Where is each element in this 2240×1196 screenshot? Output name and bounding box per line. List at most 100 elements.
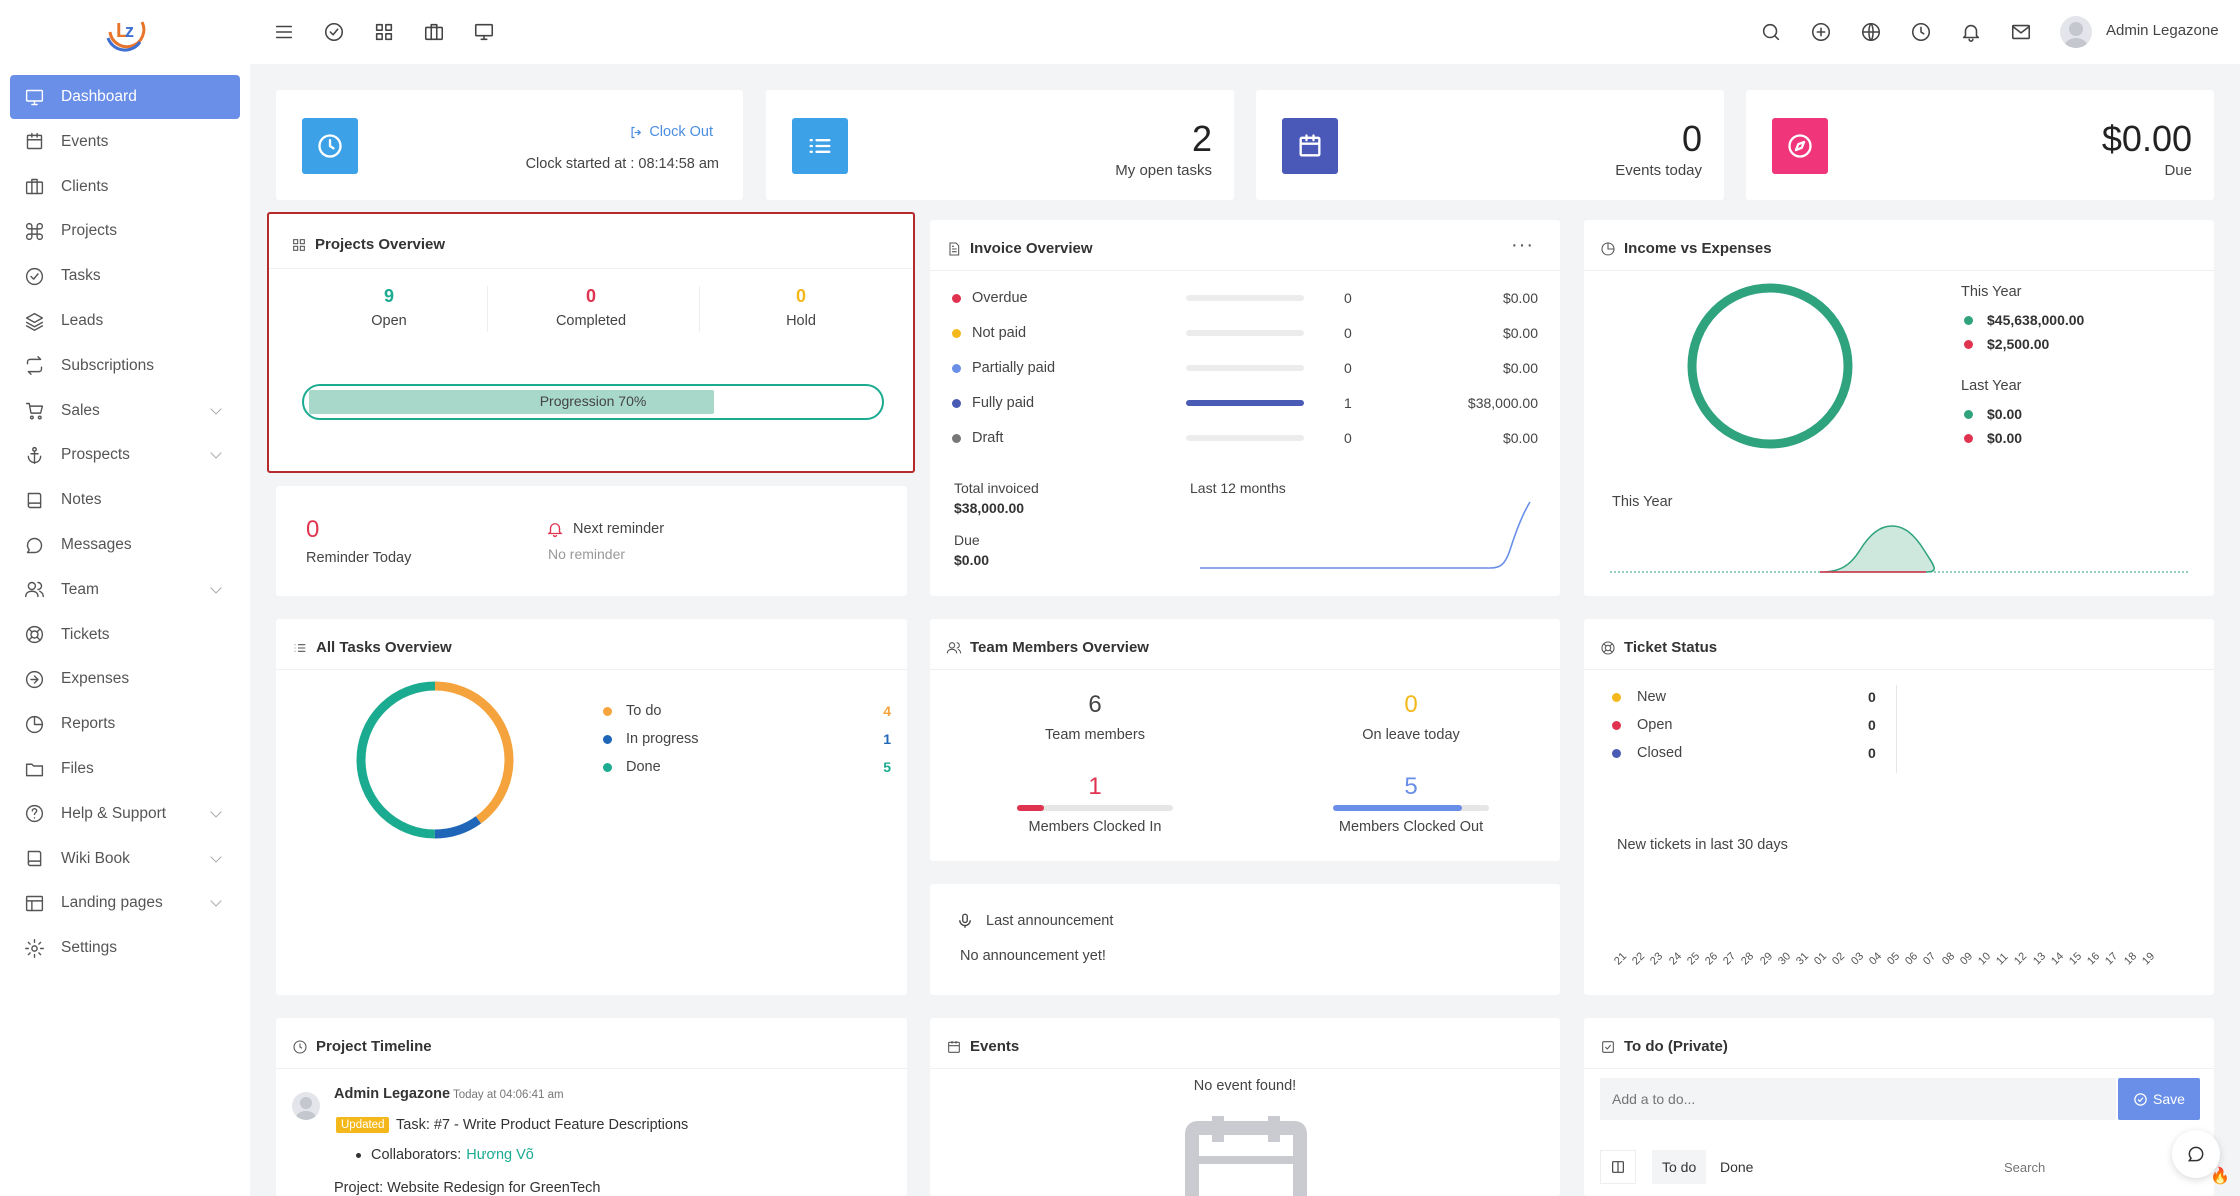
sidebar-item-sales[interactable]: Sales <box>10 389 240 433</box>
due-label: Due <box>954 532 980 548</box>
last-year-income-value: $0.00 <box>1987 406 2023 422</box>
invoice-row-label[interactable]: Overdue <box>972 290 1028 306</box>
calendar-empty-icon <box>1185 1116 1307 1196</box>
bell-icon[interactable] <box>1957 18 1985 46</box>
list-icon <box>294 643 306 652</box>
check-circle-icon[interactable] <box>320 18 348 46</box>
logout-icon <box>631 126 642 138</box>
tick-label: 01 <box>1812 950 1830 968</box>
reminder-label: Reminder Today <box>306 550 412 566</box>
sidebar-item-projects[interactable]: Projects <box>10 209 240 253</box>
clock-out-link[interactable]: Clock Out <box>629 124 713 140</box>
sidebar-item-prospects[interactable]: Prospects <box>10 433 240 477</box>
invoice-row-label[interactable]: Partially paid <box>972 360 1056 376</box>
save-button[interactable]: Save <box>2118 1078 2200 1120</box>
projects-hold[interactable]: 0 Hold <box>701 286 901 329</box>
monitor-icon[interactable] <box>470 18 498 46</box>
repeat-icon <box>26 356 43 376</box>
last-year-label: Last Year <box>1961 378 2022 394</box>
sidebar-item-subscriptions[interactable]: Subscriptions <box>10 344 240 388</box>
sidebar-item-label: Team <box>61 580 99 598</box>
columns-toggle[interactable] <box>1600 1150 1636 1184</box>
menu-icon[interactable] <box>270 18 298 46</box>
sidebar-item-label: Landing pages <box>61 894 163 912</box>
sidebar-item-wiki-book[interactable]: Wiki Book <box>10 837 240 881</box>
more-menu-icon[interactable]: ··· <box>1511 234 1534 256</box>
sidebar-item-help-support[interactable]: Help & Support <box>10 792 240 836</box>
invoice-row-amount: $0.00 <box>1502 325 1538 341</box>
projects-completed[interactable]: 0 Completed <box>491 286 691 329</box>
tick-label: 23 <box>1648 950 1666 968</box>
clock-icon[interactable] <box>1907 18 1935 46</box>
clocked-out-fill <box>1333 805 1463 811</box>
next-reminder[interactable]: Next reminder <box>546 520 664 538</box>
mail-icon[interactable] <box>2007 18 2035 46</box>
sidebar-item-clients[interactable]: Clients <box>10 165 240 209</box>
search-icon[interactable] <box>1757 18 1785 46</box>
sidebar: Dashboard Events Clients Projects Tasks Leads… <box>0 64 250 1196</box>
task-legend-value: 4 <box>883 703 891 719</box>
globe-icon[interactable] <box>1857 18 1885 46</box>
sidebar-item-tasks[interactable]: Tasks <box>10 254 240 298</box>
this-year-label: This Year <box>1961 284 2022 300</box>
user-name[interactable]: Admin Legazone <box>2106 22 2219 39</box>
legend-dot <box>1612 721 1621 730</box>
projects-open[interactable]: 9 Open <box>289 286 489 329</box>
events-title: Events <box>970 1038 1020 1055</box>
grid-icon[interactable] <box>370 18 398 46</box>
bullet <box>356 1152 361 1158</box>
sidebar-item-label: Help & Support <box>61 804 167 822</box>
timeline-task[interactable]: Task: #7 - Write Product Feature Descrip… <box>396 1117 689 1133</box>
todo-input[interactable] <box>1600 1078 2116 1120</box>
tick-label: 07 <box>1921 950 1939 968</box>
sidebar-item-settings[interactable]: Settings <box>10 926 240 970</box>
legend-dot <box>1612 749 1621 758</box>
chevron-down-icon <box>210 895 222 908</box>
task-legend-value: 1 <box>883 731 891 747</box>
sidebar-item-reports[interactable]: Reports <box>10 702 240 746</box>
sidebar-item-leads[interactable]: Leads <box>10 299 240 343</box>
sidebar-item-expenses[interactable]: Expenses <box>10 657 240 701</box>
sidebar-item-tickets[interactable]: Tickets <box>10 613 240 657</box>
chat-button[interactable] <box>2172 1130 2220 1178</box>
todo-search-input[interactable] <box>1994 1150 2174 1184</box>
events-today-count: 0 <box>1681 118 1702 159</box>
tick-label: 06 <box>1903 950 1921 968</box>
open-tasks-label: My open tasks <box>1115 162 1212 179</box>
check-square-icon <box>1602 1040 1614 1053</box>
sidebar-item-landing-pages[interactable]: Landing pages <box>10 881 240 925</box>
legend-dot <box>952 434 961 443</box>
message-icon <box>26 537 43 553</box>
progression-fill <box>309 390 714 414</box>
app-logo[interactable]: L z <box>102 8 148 54</box>
sidebar-item-events[interactable]: Events <box>10 120 240 164</box>
timeline-collaborators: Collaborators: Hương Võ <box>356 1147 534 1163</box>
sidebar-item-team[interactable]: Team <box>10 568 240 612</box>
invoice-overview-card: Invoice Overview ··· Overdue 0 $0.00 Not pa… <box>930 220 1560 596</box>
reminder-count: 0 <box>306 516 320 543</box>
sidebar-item-label: Clients <box>61 177 109 195</box>
briefcase-icon[interactable] <box>420 18 448 46</box>
invoice-row-count: 1 <box>1344 395 1352 411</box>
donut-slice-in-progress <box>356 681 514 839</box>
timeline-user[interactable]: Admin Legazone <box>334 1086 451 1102</box>
income-expenses-title: Income vs Expenses <box>1624 240 1772 257</box>
chevron-down-icon <box>210 582 222 594</box>
sidebar-item-label: Leads <box>61 312 104 329</box>
invoice-row-label[interactable]: Draft <box>972 430 1004 446</box>
invoice-row-amount: $0.00 <box>1502 430 1538 446</box>
plus-circle-icon[interactable] <box>1807 18 1835 46</box>
timeline-project[interactable]: Project: Website Redesign for GreenTech <box>334 1180 601 1196</box>
tick-label: 05 <box>1885 950 1903 968</box>
tab-done[interactable]: Done <box>1720 1159 1754 1175</box>
sidebar-item-dashboard[interactable]: Dashboard <box>10 75 240 119</box>
avatar[interactable] <box>2060 16 2092 48</box>
collaborator-link[interactable]: Hương Võ <box>466 1147 534 1163</box>
invoice-row-label[interactable]: Fully paid <box>972 395 1035 411</box>
invoice-row-label[interactable]: Not paid <box>972 325 1027 341</box>
sidebar-item-files[interactable]: Files <box>10 747 240 791</box>
sidebar-item-notes[interactable]: Notes <box>10 478 240 522</box>
folder-icon <box>25 763 44 776</box>
sidebar-item-messages[interactable]: Messages <box>10 523 240 567</box>
tab-todo[interactable]: To do <box>1652 1150 1707 1184</box>
